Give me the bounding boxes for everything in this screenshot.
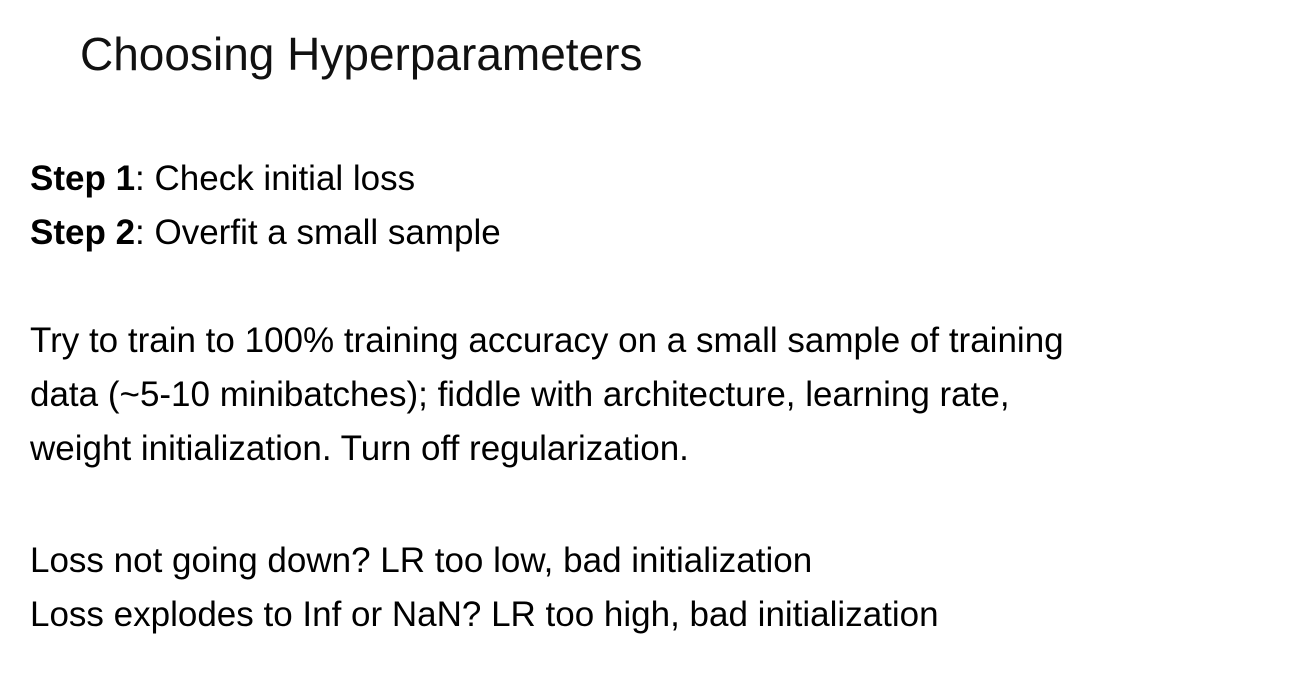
overfit-paragraph: Try to train to 100% training accuracy o… xyxy=(30,314,1290,476)
loss-tips: Loss not going down? LR too low, bad ini… xyxy=(30,534,1290,642)
step-2-label: Step 2 xyxy=(30,213,136,252)
paragraph-line-2: data (~5-10 minibatches); fiddle with ar… xyxy=(30,375,1010,414)
slide-title: Choosing Hyperparameters xyxy=(80,28,643,80)
step-2-text: : Overfit a small sample xyxy=(135,213,501,252)
steps-list: Step 1: Check initial loss Step 2: Overf… xyxy=(30,152,1290,260)
paragraph-line-3: weight initialization. Turn off regulari… xyxy=(30,429,689,468)
loss-tip-2: Loss explodes to Inf or NaN? LR too high… xyxy=(30,595,939,634)
step-1-line: Step 1: Check initial loss xyxy=(30,152,1290,206)
paragraph-line-1: Try to train to 100% training accuracy o… xyxy=(30,321,1064,360)
step-1-text: : Check initial loss xyxy=(135,159,416,198)
step-1-label: Step 1 xyxy=(30,159,136,198)
step-2-line: Step 2: Overfit a small sample xyxy=(30,206,1290,260)
loss-tip-1: Loss not going down? LR too low, bad ini… xyxy=(30,541,813,580)
